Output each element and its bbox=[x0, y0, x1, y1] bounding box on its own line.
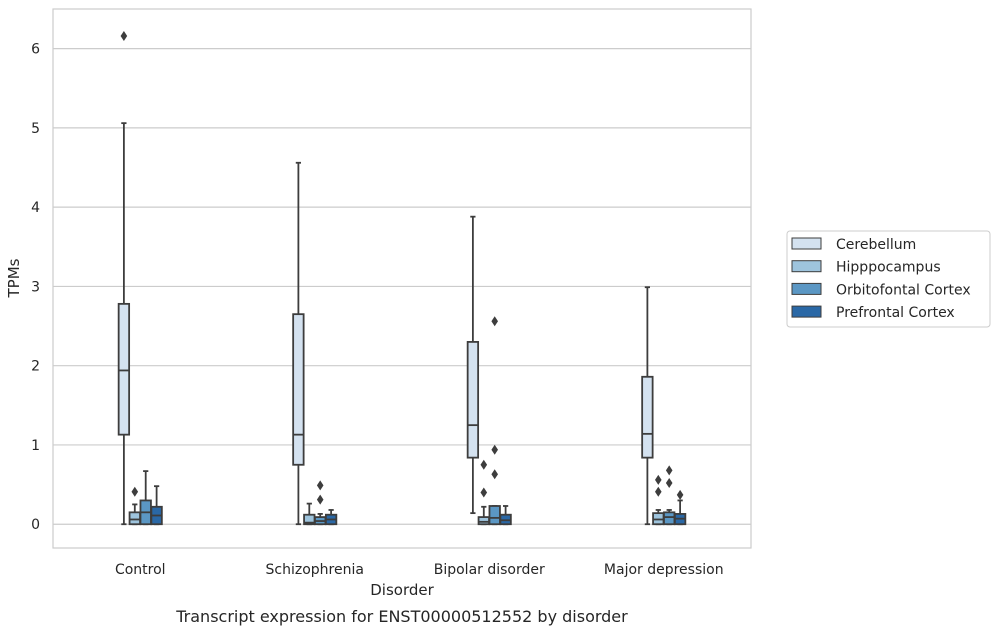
x-tick-label: Bipolar disorder bbox=[434, 562, 545, 578]
outlier-marker bbox=[654, 474, 662, 485]
legend-swatch bbox=[791, 237, 822, 250]
box-2-0 bbox=[466, 215, 480, 515]
box-iqr bbox=[128, 511, 141, 526]
box-iqr bbox=[466, 341, 480, 459]
y-tick-label: 4 bbox=[31, 200, 40, 216]
outlier-marker bbox=[491, 316, 499, 327]
y-tick-label: 3 bbox=[31, 279, 40, 295]
box-0-1 bbox=[128, 486, 141, 526]
box-0-3 bbox=[150, 485, 163, 526]
outlier-marker bbox=[131, 486, 139, 497]
plot-area-frame bbox=[52, 8, 752, 549]
outlier-marker bbox=[316, 494, 324, 505]
legend-frame bbox=[786, 230, 991, 328]
box-2-1 bbox=[477, 459, 490, 526]
box-0-2 bbox=[139, 470, 152, 526]
outlier-marker bbox=[480, 487, 488, 498]
boxes bbox=[117, 30, 687, 526]
y-tick-labels: 0 1 2 3 4 5 6 bbox=[31, 42, 40, 534]
gridlines bbox=[53, 48, 751, 525]
legend-swatch bbox=[791, 305, 822, 318]
outlier-marker bbox=[120, 30, 128, 41]
box-iqr bbox=[477, 516, 490, 526]
box-3-1 bbox=[652, 474, 665, 526]
outlier-marker bbox=[665, 465, 673, 476]
outlier-marker bbox=[480, 459, 488, 470]
outlier-marker bbox=[316, 480, 324, 491]
box-iqr bbox=[117, 302, 131, 436]
outlier-marker bbox=[491, 469, 499, 480]
box-3-0 bbox=[641, 286, 654, 526]
legend-label: Cerebellum bbox=[836, 237, 916, 253]
legend-swatch bbox=[791, 282, 822, 295]
y-tick-label: 5 bbox=[31, 121, 40, 137]
box-iqr bbox=[641, 375, 654, 459]
box-3-3 bbox=[673, 489, 687, 526]
y-axis-title: TPMs bbox=[5, 258, 23, 298]
y-tick-label: 1 bbox=[31, 438, 40, 454]
box-iqr bbox=[488, 505, 501, 526]
box-3-2 bbox=[663, 465, 676, 526]
legend: Cerebellum Hipppocampus Orbitofontal Corte… bbox=[786, 230, 991, 328]
legend-label: Prefrontal Cortex bbox=[836, 305, 955, 321]
outlier-marker bbox=[676, 489, 684, 500]
outlier-marker bbox=[491, 444, 499, 455]
y-tick-label: 2 bbox=[31, 359, 40, 375]
box-2-3 bbox=[499, 505, 512, 526]
y-tick-label: 0 bbox=[31, 517, 40, 533]
x-tick-label: Control bbox=[115, 562, 166, 578]
box-1-0 bbox=[292, 161, 305, 526]
legend-label: Orbitofontal Cortex bbox=[836, 282, 971, 298]
x-tick-label: Schizophrenia bbox=[266, 562, 364, 578]
outlier-marker bbox=[654, 486, 662, 497]
box-iqr bbox=[292, 313, 305, 466]
box-1-1 bbox=[303, 502, 316, 526]
box-1-2 bbox=[314, 480, 327, 526]
legend-swatch bbox=[791, 260, 822, 273]
box-2-2 bbox=[488, 316, 501, 526]
x-tick-labels: Control Schizophrenia Bipolar disorder Majo… bbox=[115, 562, 724, 578]
x-tick-label: Major depression bbox=[604, 562, 724, 578]
chart-caption: Transcript expression for ENST0000051255… bbox=[175, 607, 628, 626]
box-iqr bbox=[663, 511, 676, 526]
x-axis-title: Disorder bbox=[370, 581, 434, 599]
box-0-0 bbox=[117, 30, 131, 526]
box-1-3 bbox=[324, 509, 338, 526]
legend-label: Hipppocampus bbox=[836, 260, 941, 276]
outlier-marker bbox=[665, 478, 673, 489]
y-tick-label: 6 bbox=[31, 42, 40, 58]
